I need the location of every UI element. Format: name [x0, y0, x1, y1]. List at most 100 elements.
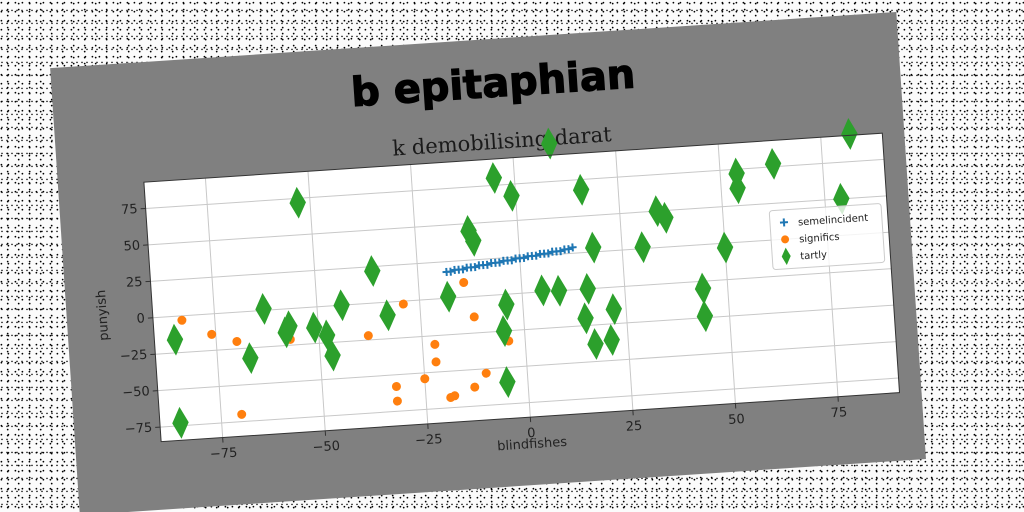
diamond-point [572, 173, 590, 206]
circle-point [430, 339, 440, 349]
plus-point [458, 265, 467, 274]
y-grid-line [152, 268, 892, 319]
plus-point [556, 247, 565, 256]
diamond-point [465, 224, 482, 257]
diamond-point [841, 117, 858, 150]
circle-point [392, 396, 402, 406]
diamond-point [550, 274, 568, 307]
diamond-point [306, 311, 323, 344]
x-tick-label: −50 [312, 439, 340, 456]
y-grid-line [145, 158, 885, 209]
x-tick-label: −75 [210, 446, 238, 463]
circle-point [237, 409, 247, 419]
chart-card: b epitaphian k demobilising darat −75 −50… [50, 11, 926, 512]
diamond-point [485, 162, 503, 194]
diamond-point [577, 302, 594, 335]
diamond-point [439, 280, 457, 313]
plus-point [495, 258, 504, 267]
y-grid-line [160, 377, 899, 428]
y-tick-label: 25 [126, 275, 144, 291]
circle-point [450, 391, 460, 401]
x-tick-label: 75 [830, 405, 848, 421]
circle-point [459, 277, 469, 287]
diamond-point [364, 255, 381, 287]
axis-ticks: −75 −50 −25 0 25 50 75 −75 −50 −25 0 25 50 75 [120, 202, 848, 463]
diamond-point [333, 289, 350, 322]
series-semelincident [442, 243, 577, 276]
circle-point [469, 312, 479, 322]
diamond-point [694, 272, 712, 305]
diamond-point [603, 324, 620, 356]
circle-point [232, 336, 242, 346]
series-tartly [166, 117, 858, 439]
circle-point [177, 315, 187, 325]
diamond-point [728, 157, 745, 190]
diamond-point [579, 272, 596, 305]
x-tick-label: 0 [527, 426, 536, 442]
series-significs [177, 277, 514, 419]
plus-point [568, 243, 577, 252]
circle-point [391, 381, 401, 391]
plus-point [470, 263, 480, 272]
x-grid-line [615, 150, 634, 411]
diamond-point [499, 366, 516, 398]
grid-lines [145, 137, 899, 438]
x-grid-line [820, 137, 839, 397]
diamond-point [289, 186, 306, 219]
legend-marker [781, 235, 790, 244]
x-tick-label: 25 [625, 419, 643, 435]
legend-label: significs [799, 232, 840, 246]
y-axis-label: punyish [94, 289, 112, 341]
legend: semelincident significs tartly [768, 203, 886, 271]
diamond-point [584, 231, 602, 264]
plus-point [507, 256, 516, 265]
diamond-point [587, 328, 604, 360]
diamond-point [657, 201, 674, 234]
diamond-point [503, 179, 520, 212]
plus-point [544, 249, 553, 258]
y-tick-label: −75 [124, 421, 152, 438]
plus-point [519, 253, 528, 263]
y-tick-label: −50 [122, 384, 150, 401]
y-tick-label: −25 [120, 348, 148, 365]
diamond-point [495, 315, 513, 347]
diamond-point [324, 339, 341, 372]
legend-label: tartly [800, 250, 828, 263]
diamond-point [379, 299, 396, 332]
diamond-point [255, 293, 272, 325]
y-grid-line [157, 341, 897, 392]
y-grid-line [155, 304, 894, 355]
diamond-point [281, 310, 298, 343]
y-tick-label: 75 [121, 202, 139, 218]
diamond-point [764, 147, 782, 180]
data-marks [166, 117, 858, 439]
diamond-point [605, 293, 623, 326]
x-axis-label: blindfishes [497, 435, 568, 455]
circle-point [398, 299, 408, 309]
diamond-point [634, 231, 651, 264]
diamond-point [166, 323, 184, 356]
diamond-point [498, 288, 515, 321]
diamond-point [172, 406, 189, 439]
x-grid-line [204, 178, 224, 438]
circle-point [420, 374, 430, 384]
diamond-point [534, 274, 551, 307]
x-tick-label: 50 [728, 412, 746, 428]
plus-point [483, 260, 492, 269]
x-grid-line [717, 144, 736, 404]
circle-point [431, 357, 441, 367]
x-grid-line [307, 171, 326, 431]
circle-point [363, 331, 373, 341]
plus-point [564, 245, 573, 254]
circle-point [207, 329, 217, 339]
legend-label: semelincident [798, 213, 869, 229]
plus-point [532, 251, 541, 260]
diamond-point [541, 127, 558, 160]
y-tick-label: 50 [123, 238, 141, 254]
legend-marker [781, 247, 791, 265]
plus-point [446, 267, 455, 276]
y-tick-label: 0 [136, 311, 145, 327]
circle-point [470, 382, 480, 392]
y-grid-line [148, 195, 887, 246]
